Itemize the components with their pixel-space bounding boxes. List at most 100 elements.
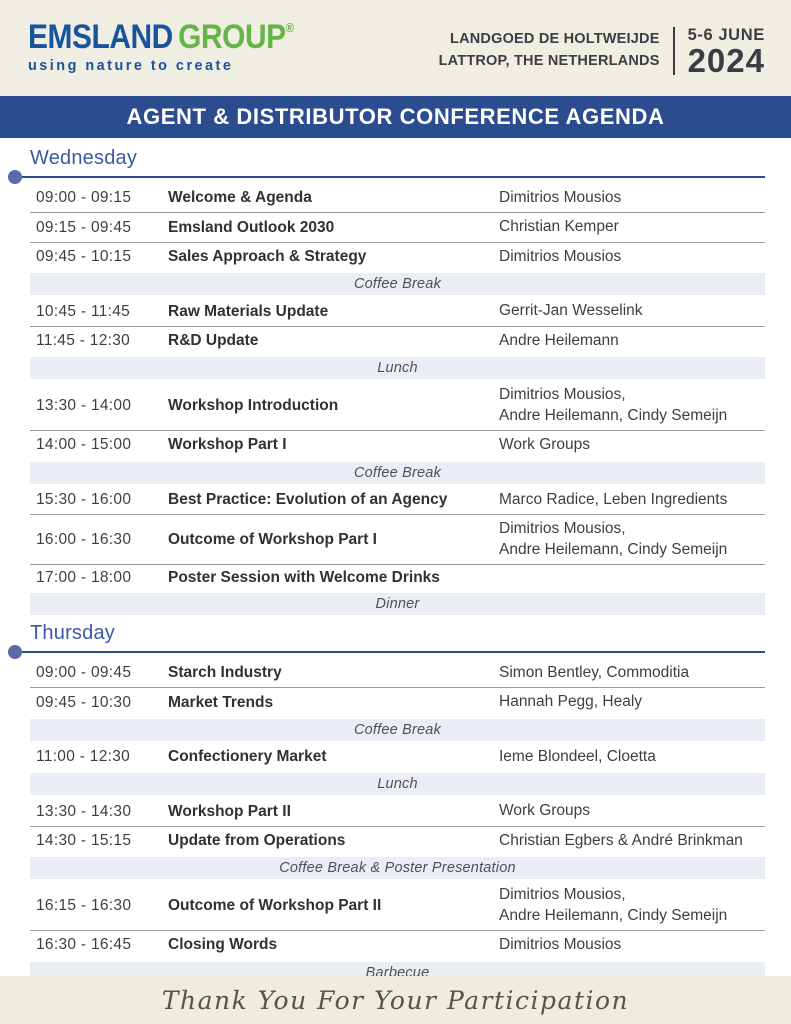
page-header: EMSLAND GROUP® using nature to create LAN… [0,0,791,96]
session-time: 11:45 - 12:30 [36,332,131,350]
day-rule-line [22,650,765,654]
session-row: 16:00 - 16:30 Outcome of Workshop Part I D… [30,514,765,564]
speaker-line: Dimitrios Mousios [499,936,622,954]
session-time: 09:45 - 10:15 [36,248,132,266]
session-time: 11:00 - 12:30 [36,748,131,766]
day-rule-line [22,175,765,179]
emsland-group-logo: EMSLAND GROUP® using nature to create [28,19,330,74]
session-row: 11:45 - 12:30 R&D Update Andre Heilemann [30,325,765,355]
session-row: 09:45 - 10:30 Market Trends Hannah Pegg, H… [30,687,765,716]
session-speaker: Work Groups [499,801,765,821]
session-row: 13:30 - 14:00 Workshop Introduction Dimitr… [30,381,765,430]
speaker-line: Andre Heilemann, Cindy Semeijn [499,906,728,924]
day-section-wednesday: Wednesday 09:00 - 09:15 Welcome & Agenda Di… [8,147,765,615]
session-row: 16:30 - 16:45 Closing Words Dimitrios Mous… [30,930,765,959]
break-row: Barbecue [30,961,765,976]
break-row: Dinner [30,592,765,615]
session-speaker: Andre Heilemann [499,331,765,351]
day-rule [8,170,765,184]
session-title: Confectionery Market [168,748,327,766]
break-label: Coffee Break [353,276,442,293]
logo-tagline: using nature to create [28,56,234,74]
break-label: Lunch [377,776,418,793]
session-time: 14:30 - 15:15 [36,832,132,850]
speaker-line: Gerrit-Jan Wesselink [499,302,643,320]
session-title: Market Trends [168,693,274,711]
session-time: 14:00 - 15:00 [36,436,132,454]
day-heading: Wednesday [30,147,138,169]
speaker-line: Simon Bentley, Commoditia [499,663,690,681]
session-row: 14:30 - 15:15 Update from Operations Chris… [30,825,765,855]
venue-city: LATTROP, THE NETHERLANDS [438,53,660,70]
session-row: 16:15 - 16:30 Outcome of Workshop Part II… [30,881,765,930]
session-time: 16:30 - 16:45 [36,936,132,954]
speaker-line: Dimitrios Mousios, [499,386,626,404]
break-row: Coffee Break [30,718,765,741]
session-speaker: Dimitrios Mousios, Andre Heilemann, Cindy… [499,885,765,926]
session-title: Outcome of Workshop Part I [168,530,377,548]
break-label: Lunch [377,360,418,377]
session-title: Outcome of Workshop Part II [168,896,382,914]
day-heading: Thursday [30,621,115,644]
day-rule [8,644,765,659]
session-speaker: Work Groups [499,435,765,455]
session-time: 13:30 - 14:30 [36,802,132,820]
session-speaker: Simon Bentley, Commoditia [499,663,765,683]
break-row: Coffee Break [30,461,765,484]
session-row: 13:30 - 14:30 Workshop Part II Work Groups [30,797,765,825]
break-row: Lunch [30,773,765,796]
speaker-line: Dimitrios Mousios, [499,886,626,904]
speaker-line: Christian Egbers & André Brinkman [499,831,743,849]
session-title: Emsland Outlook 2030 [168,218,335,236]
day-bullet-dot [8,644,22,659]
session-time: 09:15 - 09:45 [36,218,132,236]
speaker-line: Marco Radice, Leben Ingredients [499,490,728,508]
session-time: 10:45 - 11:45 [36,302,131,320]
speaker-line: Andre Heilemann [499,331,619,349]
speaker-line: Andre Heilemann, Cindy Semeijn [499,406,728,424]
break-row: Coffee Break & Poster Presentation [30,857,765,880]
header-divider [672,27,675,76]
thank-you-message: Thank You For Your Participation [161,985,630,1015]
session-title: Starch Industry [168,664,282,682]
session-speaker: Dimitrios Mousios [499,247,765,267]
venue-block: LANDGOED DE HOLTWEIJDE LATTROP, THE NETH… [439,29,660,73]
session-speaker: Dimitrios Mousios [499,188,765,208]
session-title: Workshop Part II [168,802,291,820]
date-block: 5-6 JUNE 2024 [687,26,765,77]
agenda-content: Wednesday 09:00 - 09:15 Welcome & Agenda Di… [0,138,791,976]
speaker-line: Ieme Blondeel, Cloetta [499,747,656,765]
session-speaker: Gerrit-Jan Wesselink [499,301,765,321]
speaker-line: Dimitrios Mousios [499,189,622,206]
venue-name: LANDGOED DE HOLTWEIJDE [450,31,660,48]
session-row: 14:00 - 15:00 Workshop Part I Work Groups [30,430,765,459]
session-speaker: Marco Radice, Leben Ingredients [499,490,765,510]
speaker-line: Christian Kemper [499,218,619,236]
date-range: 5-6 JUNE [687,26,765,44]
session-row: 09:45 - 10:15 Sales Approach & Strategy Di… [30,241,765,271]
session-title: Poster Session with Welcome Drinks [168,568,440,586]
break-label: Coffee Break [353,721,442,738]
session-row: 17:00 - 18:00 Poster Session with Welcome… [30,563,765,591]
speaker-line: Work Groups [499,436,591,454]
session-time: 17:00 - 18:00 [36,568,132,586]
session-row: 10:45 - 11:45 Raw Materials Update Gerrit-… [30,297,765,325]
break-label: Coffee Break [353,464,442,481]
speaker-line: Dimitrios Mousios [499,247,622,265]
session-speaker: Christian Egbers & André Brinkman [499,831,765,851]
day-bullet-dot [8,170,22,184]
break-label: Barbecue [365,964,430,976]
break-label: Dinner [375,595,420,612]
session-row: 09:00 - 09:15 Welcome & Agenda Dimitrios M… [30,184,765,212]
registered-trademark-icon: ® [285,20,294,35]
session-title: Workshop Part I [168,436,287,454]
session-time: 09:00 - 09:15 [36,189,132,207]
session-row: 15:30 - 16:00 Best Practice: Evolution of… [30,486,765,514]
break-row: Coffee Break [30,273,765,296]
speaker-line: Andre Heilemann, Cindy Semeijn [499,540,728,558]
session-time: 09:00 - 09:45 [36,664,132,682]
session-title: Best Practice: Evolution of an Agency [168,490,448,508]
session-time: 09:45 - 10:30 [36,693,132,711]
session-title: R&D Update [168,332,259,350]
